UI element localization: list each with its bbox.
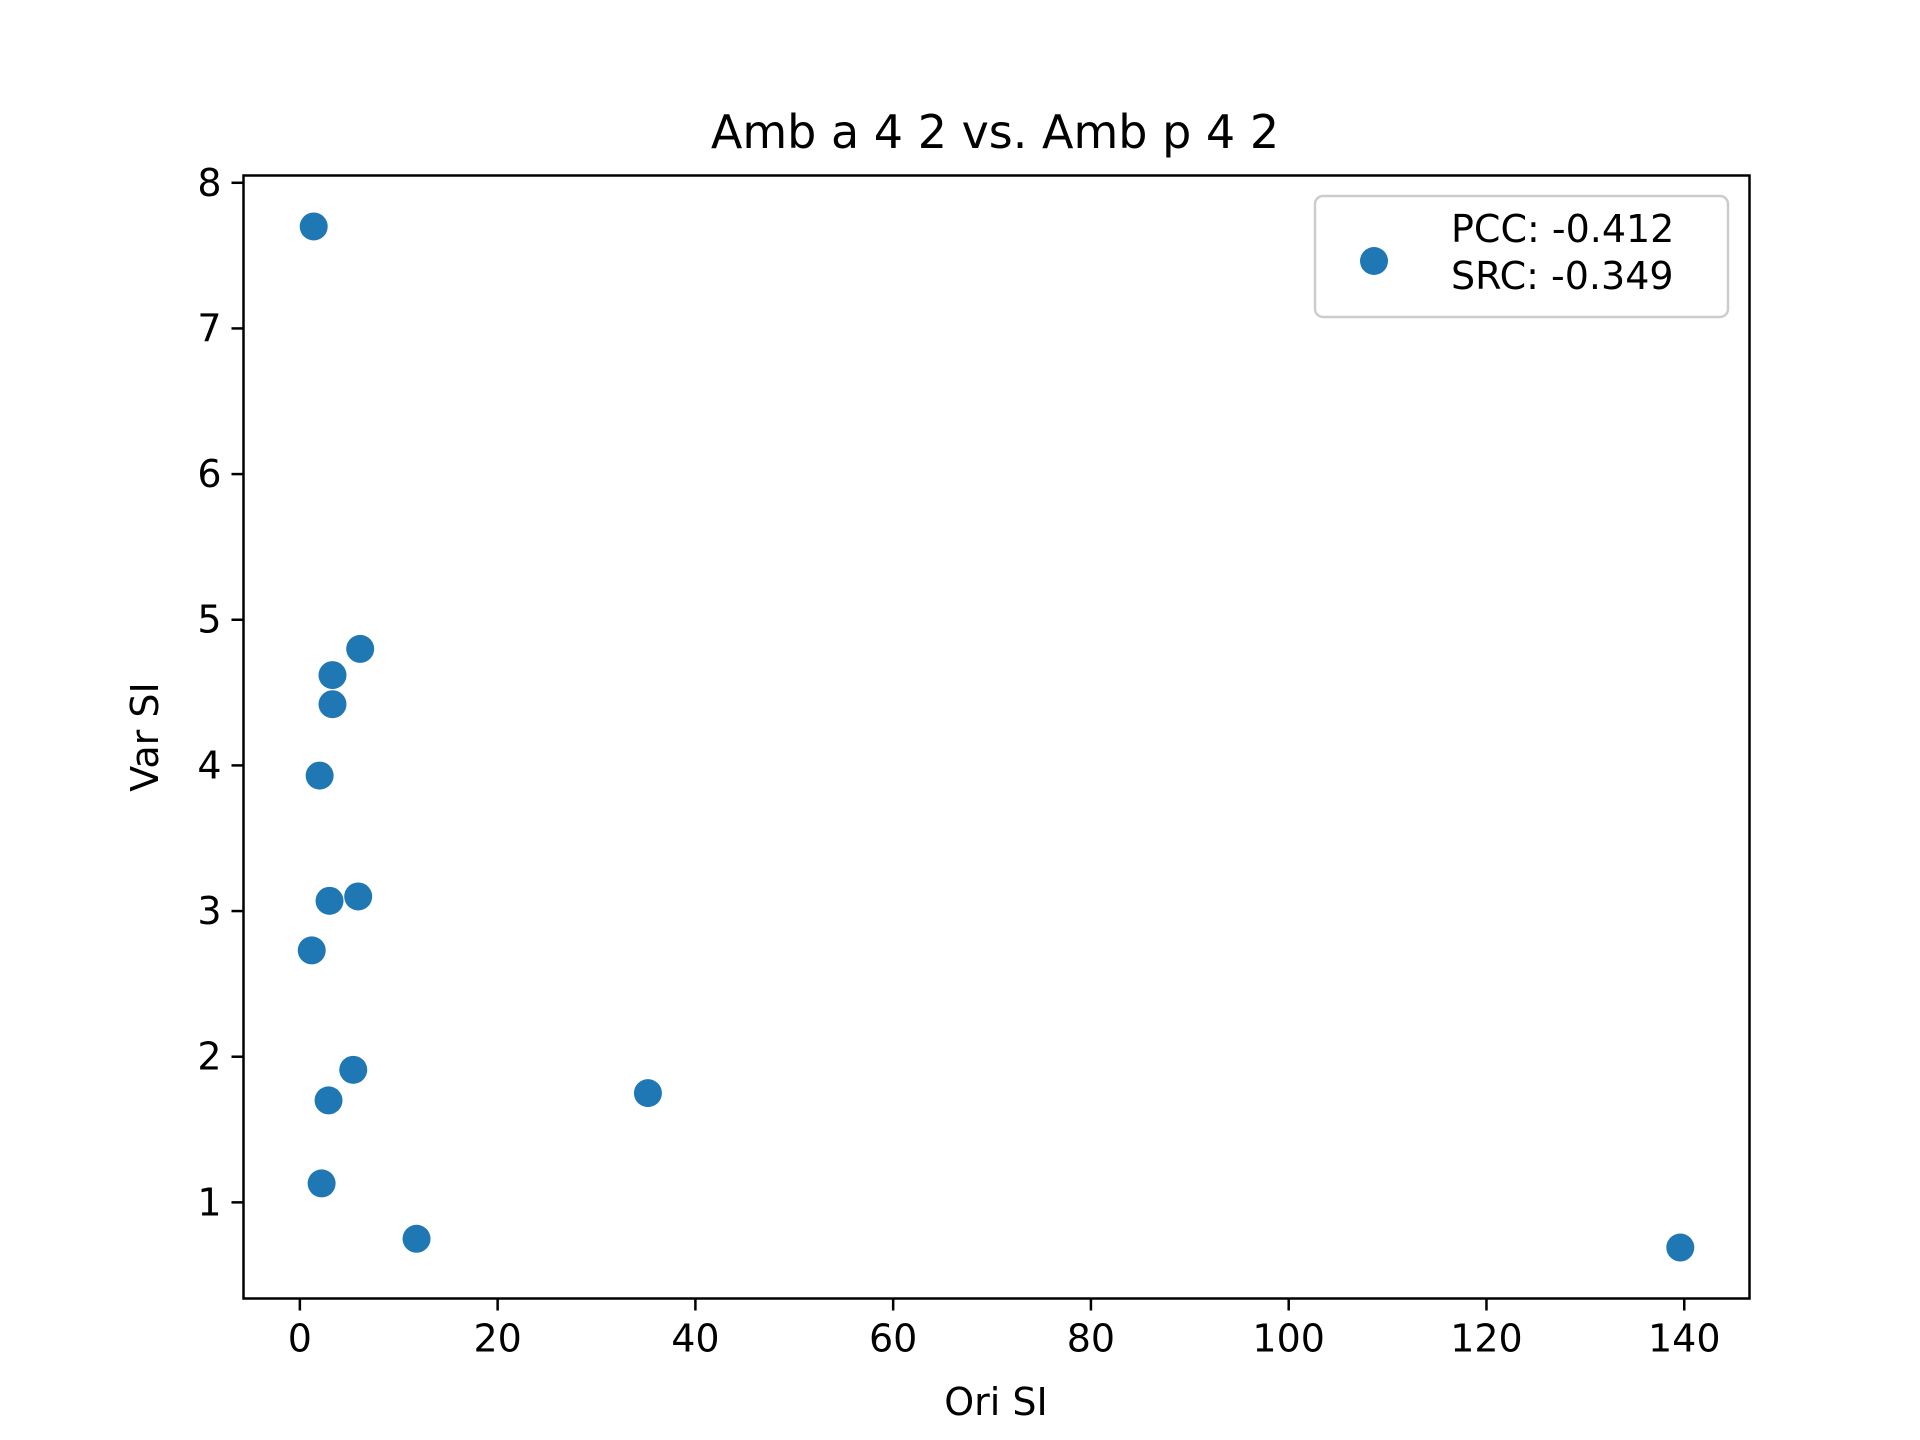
y-axis-label: Var SI [123,682,167,791]
scatter-point [314,1086,343,1115]
legend-marker [1360,247,1388,275]
scatter-point [297,936,326,965]
scatter-point [305,761,334,790]
y-tick-label: 3 [197,889,221,933]
x-tick-label: 80 [1067,1317,1115,1361]
y-axis: 1 2 3 4 5 6 7 8 [197,161,244,1224]
scatter-point [307,1169,336,1198]
scatter-point [1666,1233,1695,1262]
y-tick-label: 5 [197,598,221,642]
scatter-point [315,886,344,915]
legend-label-src: SRC: -0.349 [1451,254,1674,298]
x-tick-label: 140 [1648,1317,1721,1361]
x-tick-label: 60 [869,1317,917,1361]
y-tick-label: 6 [197,452,221,496]
scatter-point [318,690,347,719]
y-tick-label: 4 [197,743,221,787]
x-tick-label: 0 [288,1317,312,1361]
legend-label-pcc: PCC: -0.412 [1451,207,1674,251]
scatter-point [402,1224,431,1253]
y-tick-label: 8 [197,161,221,205]
scatter-point [339,1055,368,1084]
scatter-point [346,634,375,663]
y-tick-label: 7 [197,306,221,350]
x-axis-label: Ori SI [944,1380,1048,1424]
x-tick-label: 20 [473,1317,521,1361]
x-tick-label: 100 [1252,1317,1325,1361]
chart-title: Amb a 4 2 vs. Amb p 4 2 [711,105,1279,159]
x-tick-label: 120 [1450,1317,1523,1361]
y-tick-label: 2 [197,1035,221,1079]
x-axis: 0 20 40 60 80 100 120 140 [288,1298,1721,1361]
scatter-point [344,882,373,911]
scatter-point [633,1079,662,1108]
plot-area-frame [242,174,1751,1300]
x-tick-label: 40 [671,1317,719,1361]
scatter-point [299,212,328,241]
data-points [297,212,1695,1262]
y-tick-label: 1 [197,1180,221,1224]
scatter-point [318,661,347,690]
legend: PCC: -0.412 SRC: -0.349 [1313,194,1730,319]
legend-box [1313,194,1730,319]
